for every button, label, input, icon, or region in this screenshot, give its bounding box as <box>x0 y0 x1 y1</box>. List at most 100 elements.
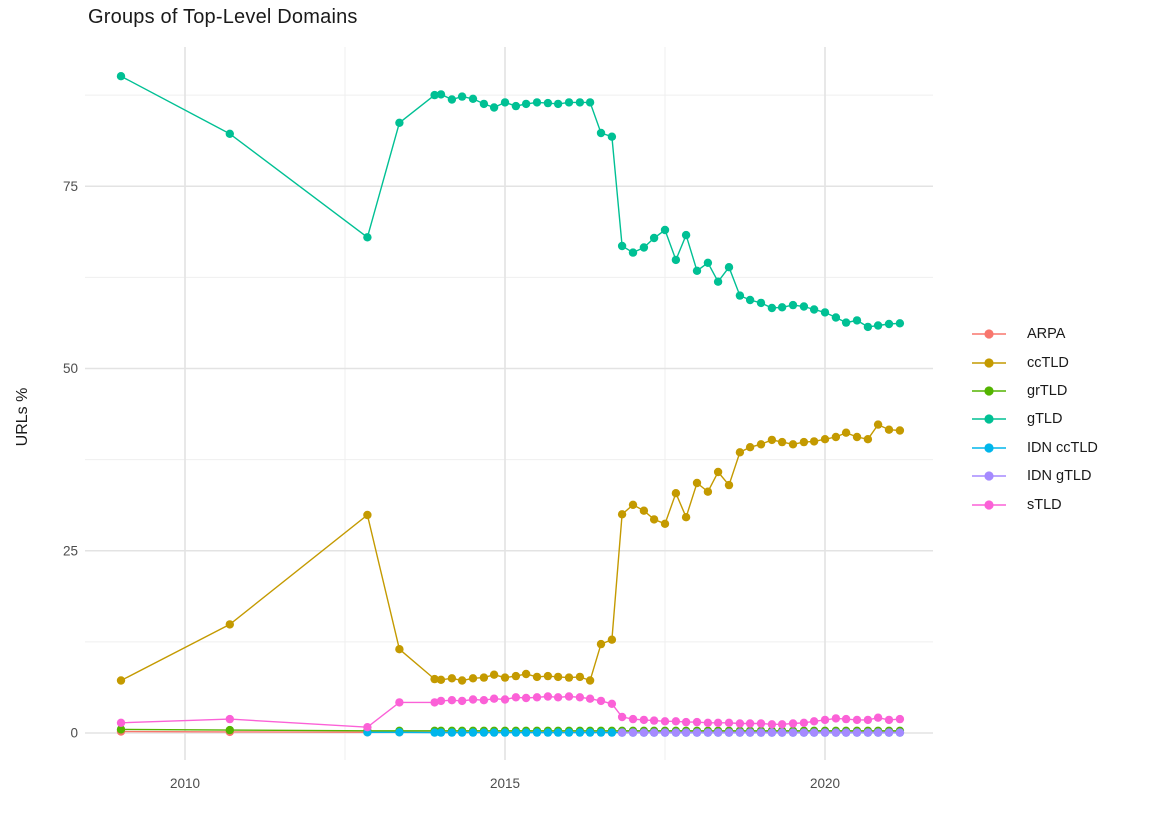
data-point-sTLD <box>799 718 809 727</box>
data-point-sTLD <box>767 720 777 729</box>
data-point-ccTLD <box>671 489 681 498</box>
data-point-sTLD <box>430 698 439 707</box>
data-point-sTLD <box>788 719 798 728</box>
legend-item-IDN-ccTLD: IDN ccTLD <box>972 434 1098 462</box>
data-point-IDN-gTLD <box>628 728 638 737</box>
data-point-sTLD <box>617 712 627 722</box>
data-point-IDN-ccTLD <box>447 728 457 737</box>
data-point-IDN-ccTLD <box>596 728 606 737</box>
data-point-ccTLD <box>607 635 617 644</box>
data-point-IDN-gTLD <box>724 728 734 737</box>
series-gTLD <box>116 72 905 332</box>
grid-minor <box>85 47 933 760</box>
data-point-ccTLD <box>873 420 883 429</box>
data-point-sTLD <box>436 696 446 706</box>
legend-item-label: IDN ccTLD <box>1027 439 1098 456</box>
data-point-gTLD <box>841 318 851 327</box>
data-point-IDN-gTLD <box>809 728 819 737</box>
data-point-gTLD <box>430 90 439 100</box>
data-point-IDN-gTLD <box>745 728 755 737</box>
data-point-ccTLD <box>564 673 574 682</box>
legend-item-label: sTLD <box>1027 496 1062 513</box>
data-point-ccTLD <box>532 672 542 682</box>
data-point-ccTLD <box>681 513 691 522</box>
data-point-ccTLD <box>660 519 670 528</box>
data-point-gTLD <box>692 266 702 275</box>
data-point-IDN-gTLD <box>639 728 649 737</box>
data-point-ccTLD <box>735 448 745 457</box>
data-point-gTLD <box>511 101 521 111</box>
data-point-ccTLD <box>788 440 798 449</box>
data-point-gTLD <box>575 98 585 107</box>
data-point-IDN-ccTLD <box>564 728 574 737</box>
data-point-gTLD <box>395 118 404 128</box>
data-point-ccTLD <box>841 428 851 437</box>
legend-item-label: IDN gTLD <box>1027 468 1092 485</box>
data-point-ccTLD <box>468 674 478 683</box>
legend-item-label: gTLD <box>1027 411 1063 428</box>
legend-key-icon <box>972 471 1006 481</box>
data-point-sTLD <box>681 717 691 727</box>
data-point-IDN-ccTLD <box>500 728 510 737</box>
data-point-gTLD <box>649 233 659 243</box>
data-point-gTLD <box>681 230 691 240</box>
data-point-IDN-gTLD <box>884 728 894 737</box>
data-point-sTLD <box>639 715 649 725</box>
data-point-sTLD <box>489 694 499 703</box>
data-point-grTLD <box>225 725 234 735</box>
y-tick-label: 25 <box>63 543 78 558</box>
data-point-sTLD <box>649 716 659 725</box>
data-point-ccTLD <box>820 435 830 444</box>
data-point-IDN-gTLD <box>788 728 798 737</box>
data-point-ccTLD <box>553 672 563 682</box>
y-tick-label: 75 <box>63 179 78 194</box>
data-point-grTLD <box>116 725 126 734</box>
data-point-sTLD <box>692 717 702 727</box>
data-point-IDN-ccTLD <box>468 728 478 737</box>
data-point-sTLD <box>745 719 755 728</box>
axis-tick-labels: 0 25 50 75 2010 2015 2020 <box>63 179 840 791</box>
data-point-gTLD <box>607 132 617 141</box>
data-point-IDN-ccTLD <box>607 728 617 737</box>
data-point-sTLD <box>607 699 617 708</box>
data-point-ccTLD <box>596 639 606 649</box>
legend-item-label: ARPA <box>1027 326 1066 343</box>
legend-key-icon <box>972 357 1006 368</box>
data-point-gTLD <box>660 225 670 235</box>
data-point-sTLD <box>585 694 595 703</box>
data-point-IDN-gTLD <box>777 728 787 737</box>
data-point-ccTLD <box>500 673 510 682</box>
data-point-ccTLD <box>363 510 372 520</box>
chart-title: Groups of Top-Level Domains <box>88 6 358 28</box>
data-point-gTLD <box>543 98 553 108</box>
data-point-ccTLD <box>767 435 777 445</box>
data-point-IDN-gTLD <box>831 728 841 737</box>
data-point-gTLD <box>777 303 787 312</box>
data-point-gTLD <box>884 319 894 329</box>
data-point-gTLD <box>500 98 510 107</box>
data-point-ccTLD <box>447 674 457 683</box>
data-point-IDN-gTLD <box>820 728 830 737</box>
data-point-IDN-ccTLD <box>575 728 585 737</box>
data-point-sTLD <box>628 714 638 724</box>
data-point-gTLD <box>895 319 905 328</box>
data-point-sTLD <box>500 695 510 704</box>
legend-key-icon <box>972 443 1006 453</box>
data-point-sTLD <box>395 698 404 707</box>
data-point-sTLD <box>575 693 585 702</box>
data-point-ccTLD <box>884 425 894 434</box>
data-point-sTLD <box>884 715 894 725</box>
data-point-sTLD <box>852 715 862 725</box>
data-point-gTLD <box>479 99 489 109</box>
legend-item-label: ccTLD <box>1027 354 1069 371</box>
data-point-gTLD <box>713 277 723 286</box>
data-point-ccTLD <box>639 506 649 515</box>
data-point-IDN-ccTLD <box>521 728 531 737</box>
data-point-gTLD <box>703 258 713 267</box>
legend-item-ARPA: ARPA <box>972 320 1098 348</box>
data-point-IDN-gTLD <box>852 728 862 737</box>
data-point-IDN-gTLD <box>756 728 766 737</box>
data-point-IDN-gTLD <box>735 728 745 737</box>
data-point-sTLD <box>735 719 745 728</box>
